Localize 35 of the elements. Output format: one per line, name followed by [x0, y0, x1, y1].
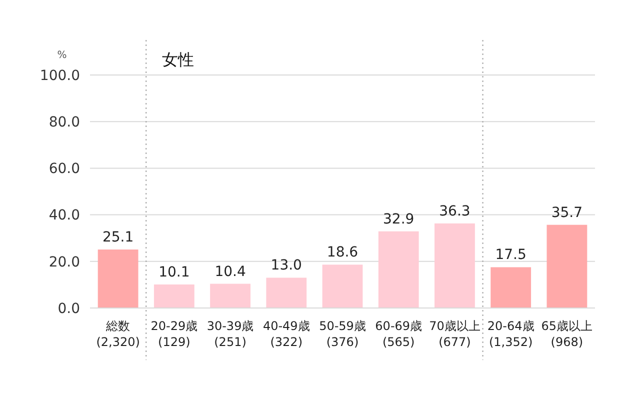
- data-label: 10.1: [158, 264, 190, 280]
- x-tick-label: 70歳以上 (677): [429, 319, 480, 349]
- x-tick-label: 65歳以上 (968): [541, 319, 593, 349]
- bar: [210, 284, 250, 308]
- y-tick-label: 0.0: [58, 300, 80, 317]
- y-axis-title: %: [57, 50, 67, 61]
- bar: [98, 250, 138, 308]
- x-tick-label: 50-59歳 (376): [319, 319, 366, 349]
- bar: [154, 284, 194, 308]
- y-tick-label: 100.0: [40, 68, 80, 84]
- data-label: 18.6: [326, 244, 358, 261]
- data-label: 36.3: [439, 203, 470, 220]
- y-tick-label: 20.0: [48, 254, 80, 270]
- y-tick-label: 80.0: [48, 114, 80, 130]
- x-tick-label: 60-69歳 (565): [375, 319, 422, 349]
- bar: [434, 223, 475, 308]
- bar: [546, 224, 588, 308]
- bar: [266, 278, 307, 308]
- bar: [490, 267, 532, 308]
- x-tick-label: 20-64歳 (1,352): [487, 319, 534, 349]
- bar: [322, 264, 363, 308]
- y-tick-label: 40.0: [48, 208, 80, 224]
- bar: [378, 231, 419, 308]
- data-label: 17.5: [495, 247, 526, 264]
- x-tick-label: 30-39歳 (251): [206, 319, 254, 349]
- chart-title: 女性: [162, 50, 194, 69]
- data-label: 32.9: [383, 211, 414, 228]
- y-tick-label: 60.0: [48, 161, 80, 178]
- data-label: 10.4: [214, 264, 246, 280]
- x-tick-label: 20-29歳 (129): [150, 319, 198, 349]
- x-tick-label: 総数 (2,320): [96, 319, 140, 349]
- data-label: 35.7: [551, 204, 583, 221]
- data-label: 25.1: [102, 230, 134, 246]
- x-tick-label: 40-49歳 (322): [262, 319, 310, 349]
- data-label: 13.0: [270, 258, 302, 274]
